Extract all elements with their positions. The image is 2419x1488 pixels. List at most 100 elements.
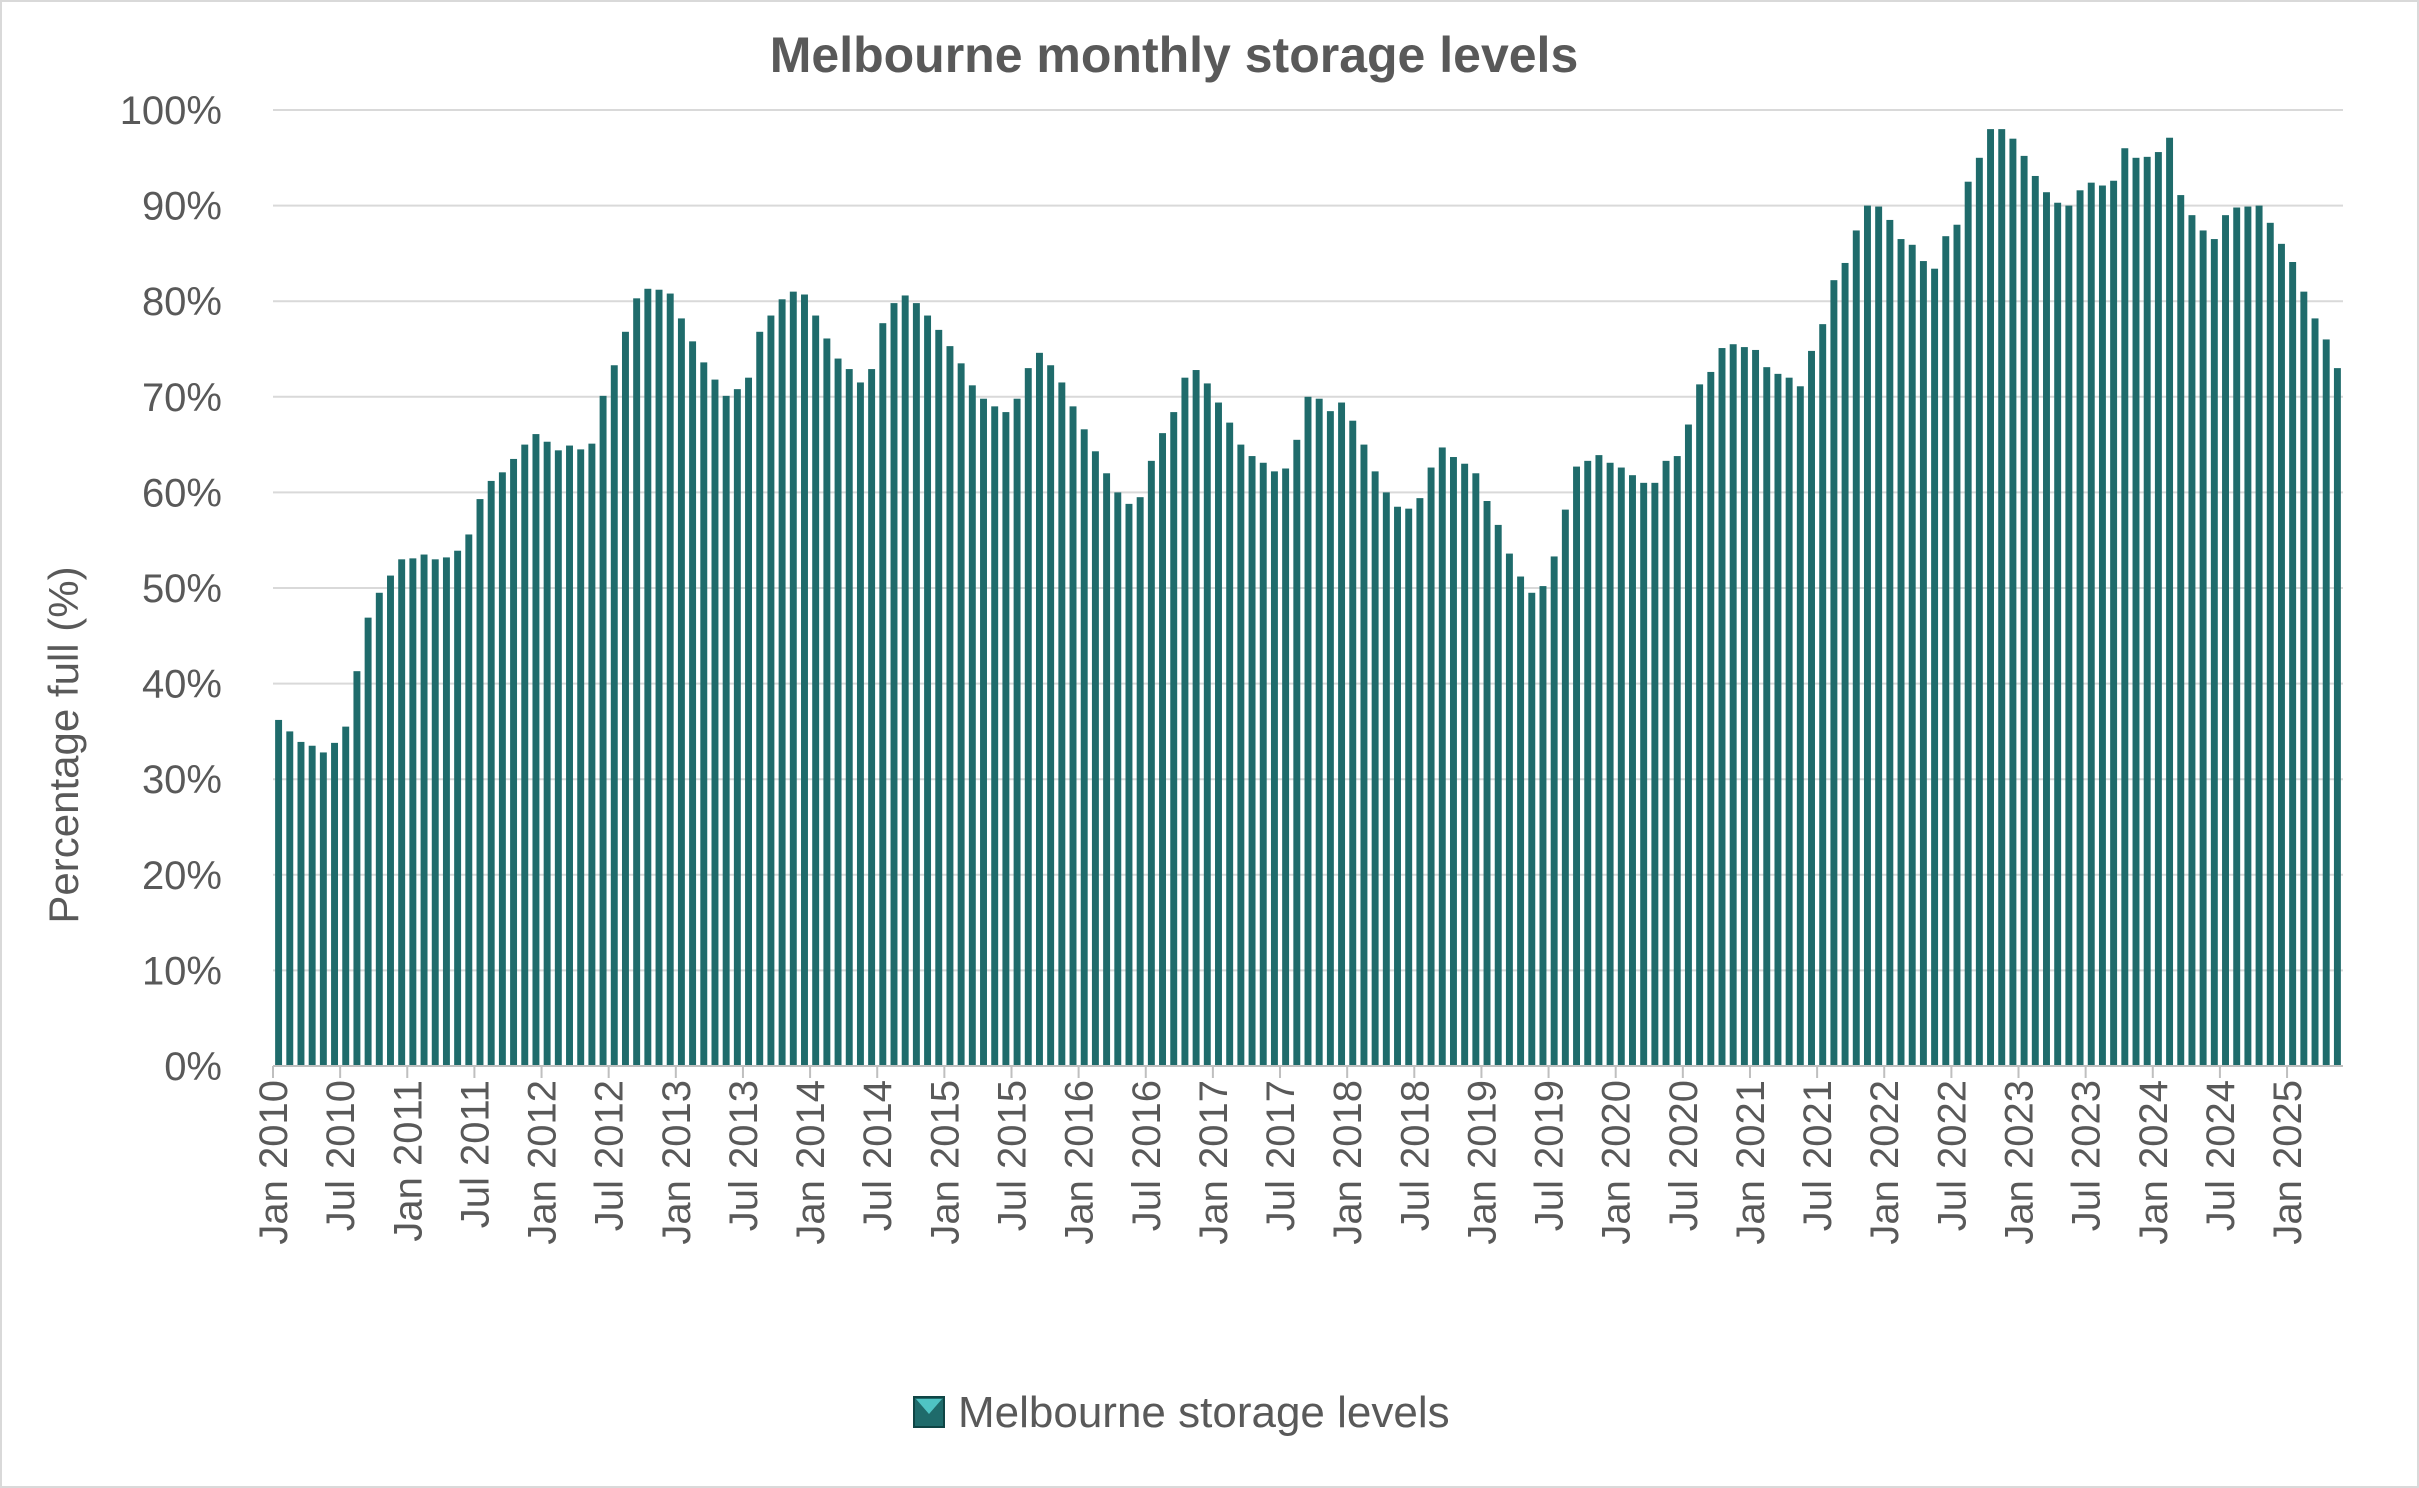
- bar: [1785, 377, 1793, 1066]
- legend-swatch-highlight: [916, 1399, 942, 1414]
- bar: [1416, 498, 1424, 1066]
- bar: [1192, 370, 1200, 1067]
- x-tick-label: Jul 2015: [990, 1080, 1034, 1231]
- x-tick-label: Jul 2020: [1662, 1080, 1706, 1231]
- bar: [890, 303, 898, 1066]
- bar: [856, 382, 864, 1067]
- bar: [1505, 553, 1513, 1066]
- bar: [1405, 508, 1413, 1067]
- x-tick-label: Jan 2015: [923, 1080, 967, 1245]
- bar: [554, 450, 562, 1066]
- bar: [2009, 138, 2017, 1066]
- bar: [1394, 506, 1401, 1066]
- x-tick-label: Jan 2012: [521, 1080, 565, 1245]
- bar: [1449, 457, 1457, 1066]
- bar: [2132, 157, 2140, 1067]
- x-tick-label: Jul 2014: [856, 1080, 900, 1231]
- bar: [756, 331, 764, 1066]
- bar: [566, 445, 573, 1066]
- bar: [1908, 244, 1916, 1066]
- bar: [778, 299, 786, 1067]
- bar: [364, 617, 372, 1066]
- bar: [868, 369, 876, 1066]
- bar: [420, 554, 428, 1066]
- y-tick-label: 20%: [142, 854, 222, 898]
- bar: [1259, 462, 1267, 1066]
- bar: [2322, 339, 2330, 1066]
- bar: [1069, 406, 1077, 1066]
- bar: [1852, 230, 1860, 1066]
- x-tick-label: Jul 2017: [1259, 1080, 1303, 1231]
- bar: [1651, 482, 1659, 1067]
- x-axis: [272, 1065, 2343, 1078]
- bar: [1819, 324, 1827, 1066]
- bar: [1293, 439, 1301, 1066]
- x-tick-label: Jul 2023: [2065, 1080, 2109, 1231]
- bar: [498, 472, 506, 1067]
- x-tick-label: Jul 2024: [2199, 1080, 2243, 1231]
- bar: [801, 294, 808, 1066]
- chart-title: Melbourne monthly storage levels: [770, 27, 1579, 83]
- bar: [1550, 556, 1558, 1066]
- bar: [1203, 383, 1211, 1066]
- x-tick-label: Jan 2020: [1595, 1080, 1639, 1245]
- y-tick-label: 40%: [142, 663, 222, 707]
- bar: [834, 358, 842, 1066]
- x-tick-label: Jul 2019: [1528, 1080, 1572, 1231]
- bar: [442, 557, 450, 1066]
- bar: [1684, 424, 1692, 1066]
- bar: [297, 741, 305, 1066]
- bar: [644, 288, 652, 1067]
- bar: [1863, 205, 1871, 1067]
- bar: [2277, 243, 2285, 1067]
- bar: [1371, 471, 1379, 1066]
- bar: [409, 558, 417, 1066]
- x-tick-label: Jan 2011: [386, 1080, 430, 1242]
- x-tick-label: Jan 2021: [1729, 1080, 1773, 1245]
- x-tick-label: Jan 2019: [1460, 1080, 1504, 1245]
- bar: [1382, 492, 1390, 1066]
- bar: [2166, 137, 2174, 1066]
- x-tick-label: Jan 2016: [1058, 1080, 1102, 1245]
- bar: [700, 362, 708, 1066]
- bar: [2199, 230, 2207, 1066]
- bar: [1808, 350, 1815, 1066]
- bar: [1147, 460, 1155, 1066]
- x-tick-label: Jan 2023: [1998, 1080, 2042, 1245]
- bar: [1125, 503, 1133, 1066]
- bar: [2255, 205, 2263, 1067]
- bar: [342, 726, 350, 1066]
- bar: [2087, 182, 2095, 1066]
- x-tick-label: Jan 2022: [1863, 1080, 1907, 1245]
- bar: [1886, 219, 1894, 1066]
- bar: [1326, 411, 1334, 1066]
- bar: [577, 449, 585, 1066]
- bar: [1919, 261, 1927, 1067]
- legend: Melbourne storage levels: [913, 1388, 1450, 1437]
- bar: [812, 315, 820, 1066]
- bar: [1774, 373, 1782, 1067]
- bar: [588, 443, 596, 1066]
- bar: [722, 395, 730, 1066]
- bar: [1729, 344, 1737, 1067]
- bar: [476, 499, 484, 1066]
- bar: [1282, 468, 1290, 1066]
- x-tick-label: Jul 2018: [1393, 1080, 1437, 1231]
- y-tick-label: 0%: [164, 1045, 222, 1089]
- bar: [2031, 175, 2039, 1067]
- bar: [1931, 268, 1939, 1066]
- bar: [1584, 460, 1592, 1066]
- bar: [1091, 451, 1099, 1066]
- y-tick-label: 60%: [142, 471, 222, 515]
- bar: [1360, 444, 1368, 1067]
- bar: [431, 559, 439, 1066]
- bar: [1987, 129, 1995, 1066]
- bar: [935, 329, 943, 1066]
- bar: [2333, 368, 2341, 1066]
- bar: [319, 752, 327, 1066]
- bar: [1013, 398, 1021, 1066]
- bar: [454, 550, 462, 1066]
- bar: [2222, 215, 2229, 1066]
- y-tick-labels: 0% 10% 20% 30% 40% 50% 60% 70% 80% 90% 100%: [120, 89, 222, 1089]
- bar: [487, 480, 495, 1067]
